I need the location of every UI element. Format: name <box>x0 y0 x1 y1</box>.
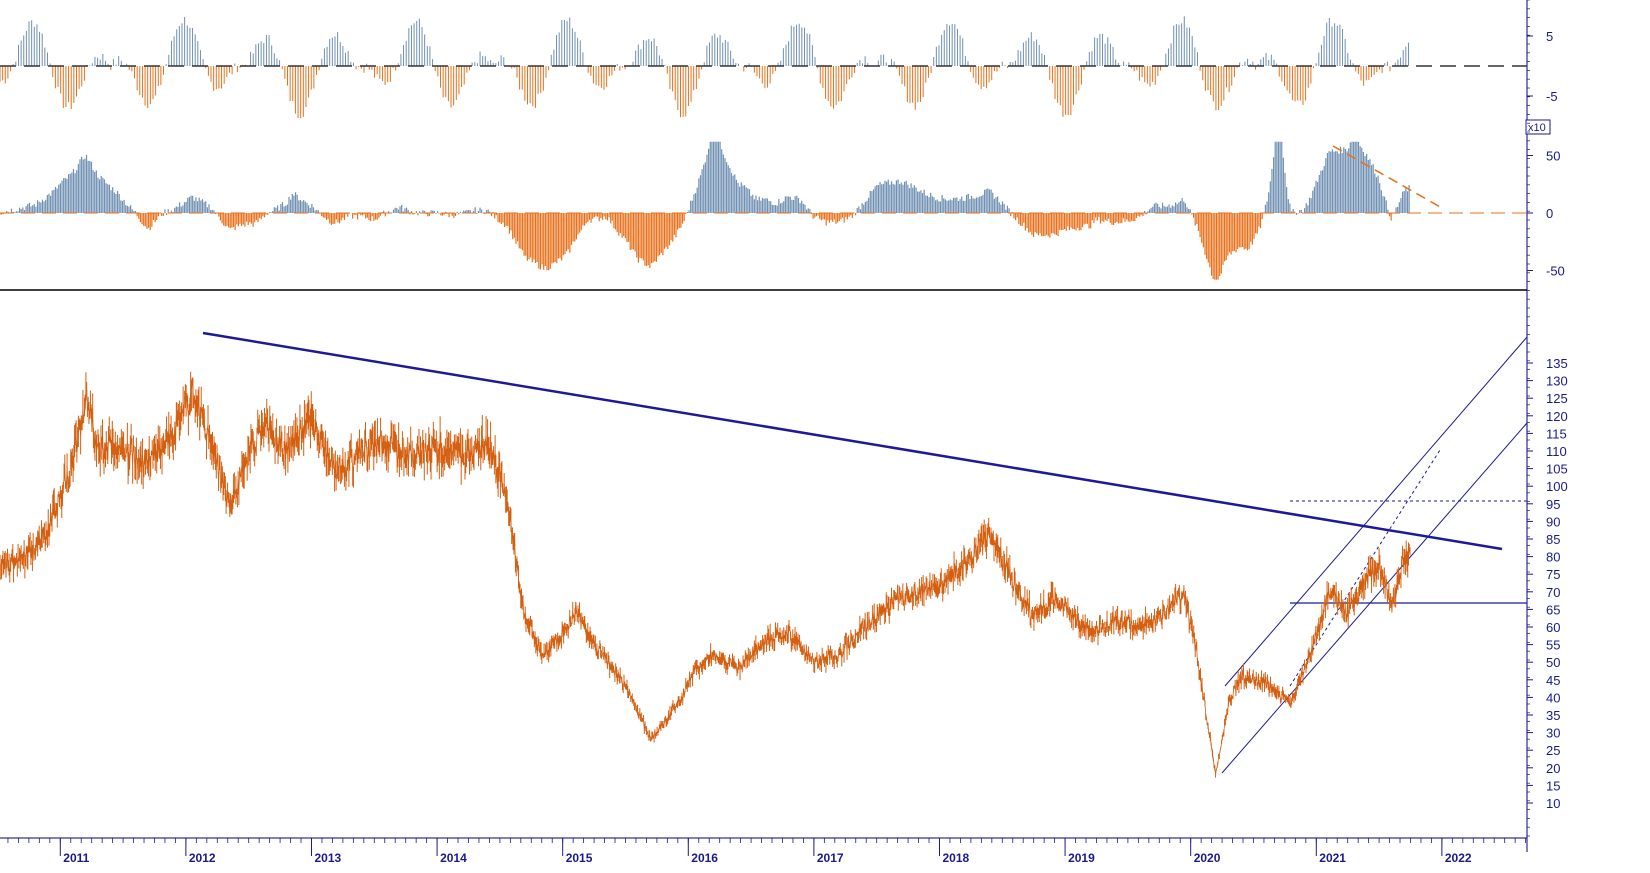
price-y-label: 110 <box>1546 444 1567 459</box>
channel-lower-line <box>1221 422 1528 774</box>
channel-upper-line <box>1224 336 1528 687</box>
price-y-label: 60 <box>1546 620 1560 635</box>
price-y-label: 40 <box>1546 690 1560 705</box>
price-y-label: 120 <box>1546 409 1568 424</box>
price-y-label: 130 <box>1546 374 1568 389</box>
channel-mid-dotted-line <box>1289 449 1441 687</box>
price-y-label: 25 <box>1546 743 1560 758</box>
price-y-label: 15 <box>1546 778 1560 793</box>
price-y-label: 75 <box>1546 567 1560 582</box>
price-y-label: 85 <box>1546 532 1560 547</box>
price-y-label: 35 <box>1546 708 1560 723</box>
momentum-trend-line <box>1332 145 1443 209</box>
price-series <box>0 371 1411 778</box>
x-year-label: 2015 <box>566 851 593 865</box>
x-axis-ticks: 2011 2012 2013 2014 2015 2016 2017 2018 2019 2020… <box>7 838 1527 865</box>
price-y-label: 135 <box>1546 356 1568 371</box>
y-axis-ticks: 5 -5 50 0 -50 10 15 20 25 30 35 40 45 50 55 60 65 70 75 80 8… <box>1527 0 1568 837</box>
x-year-label: 2021 <box>1319 851 1346 865</box>
x-year-label: 2022 <box>1445 851 1472 865</box>
scale-label: x10 <box>1528 122 1546 134</box>
price-y-label: 95 <box>1546 497 1560 512</box>
x-year-label: 2019 <box>1068 851 1095 865</box>
x-year-label: 2012 <box>189 851 216 865</box>
price-y-label: 30 <box>1546 726 1560 741</box>
price-line <box>0 380 1411 775</box>
oscillator-y-label: 5 <box>1546 29 1553 44</box>
momentum-middle-bars <box>0 141 1410 280</box>
price-y-label: 100 <box>1546 479 1568 494</box>
price-y-label: 65 <box>1546 602 1560 617</box>
price-y-label: 80 <box>1546 550 1560 565</box>
x-year-label: 2018 <box>942 851 969 865</box>
x-year-label: 2017 <box>817 851 844 865</box>
momentum-y-label: 0 <box>1546 206 1553 221</box>
momentum-y-label: 50 <box>1546 149 1560 164</box>
x-year-label: 2016 <box>691 851 718 865</box>
price-y-label: 70 <box>1546 585 1560 600</box>
momentum-y-label: -50 <box>1546 264 1565 279</box>
oscillator-top-bars <box>0 16 1409 119</box>
price-y-label: 50 <box>1546 655 1560 670</box>
x-year-label: 2013 <box>314 851 341 865</box>
x-year-label: 2020 <box>1194 851 1221 865</box>
price-y-label: 45 <box>1546 673 1560 688</box>
price-y-label: 105 <box>1546 462 1568 477</box>
price-y-label: 125 <box>1546 391 1568 406</box>
descending-resistance-line <box>202 331 1503 551</box>
price-y-label: 115 <box>1546 426 1567 441</box>
scale-badge <box>1525 119 1551 135</box>
x-year-label: 2011 <box>63 851 89 865</box>
price-y-label: 20 <box>1546 761 1560 776</box>
x-year-label: 2014 <box>440 851 467 865</box>
oscillator-y-label: -5 <box>1546 89 1558 104</box>
price-y-label: 90 <box>1546 514 1560 529</box>
price-y-label: 10 <box>1546 796 1560 811</box>
price-y-label: 55 <box>1546 638 1560 653</box>
